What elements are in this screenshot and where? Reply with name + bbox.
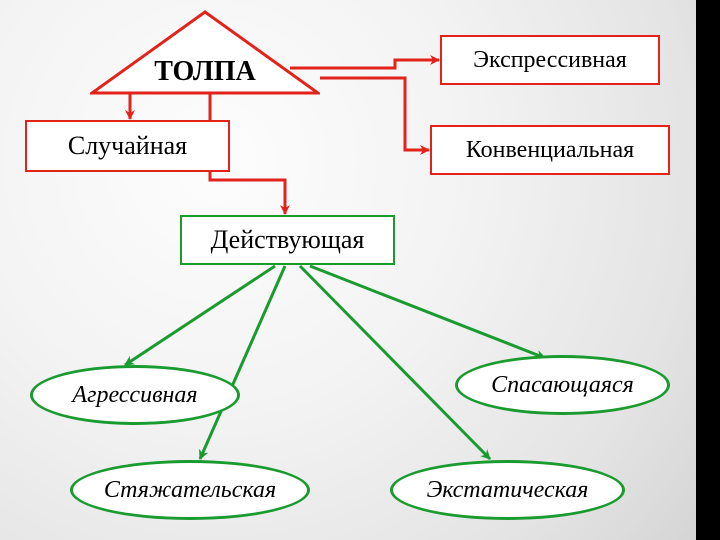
box-acting: Действующая (180, 215, 395, 265)
box-random-label: Случайная (68, 131, 187, 161)
side-black-bar (696, 0, 720, 540)
ellipse-acquisitive: Стяжательская (70, 460, 310, 520)
root-triangle: ТОЛПА (90, 10, 320, 95)
diagram-canvas: ТОЛПА Экспрессивная Случайная Конвенциал… (0, 0, 720, 540)
ellipse-acquisitive-label: Стяжательская (104, 477, 276, 504)
box-expressive: Экспрессивная (440, 35, 660, 85)
ellipse-ecstatic-label: Экстатическая (427, 477, 589, 504)
ellipse-aggressive-label: Агрессивная (72, 382, 197, 409)
ellipse-saving-label: Спасающаяся (491, 372, 634, 399)
ellipse-aggressive: Агрессивная (30, 365, 240, 425)
box-conventional: Конвенциальная (430, 125, 670, 175)
ellipse-saving: Спасающаяся (455, 355, 670, 415)
box-random: Случайная (25, 120, 230, 172)
root-label: ТОЛПА (90, 56, 320, 88)
box-conventional-label: Конвенциальная (466, 137, 634, 164)
box-expressive-label: Экспрессивная (473, 47, 627, 74)
ellipse-ecstatic: Экстатическая (390, 460, 625, 520)
box-acting-label: Действующая (211, 225, 365, 255)
